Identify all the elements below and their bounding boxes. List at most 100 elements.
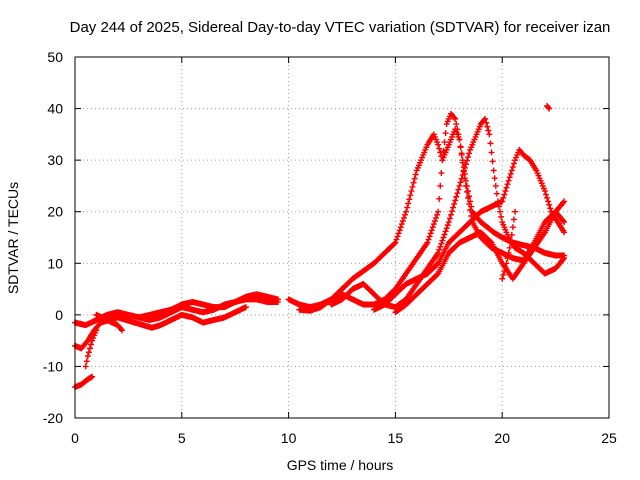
data-point <box>83 358 90 365</box>
data-point <box>458 175 465 182</box>
data-point <box>465 194 472 201</box>
data-point <box>508 231 515 238</box>
data-point <box>436 246 443 253</box>
series-track-11 <box>392 198 568 316</box>
data-point <box>561 219 568 226</box>
data-point <box>560 217 567 224</box>
data-point <box>456 182 463 189</box>
y-tick-labels: -20 -10 0 10 20 30 40 50 <box>43 49 63 426</box>
data-point <box>399 217 406 224</box>
data-point <box>439 237 446 244</box>
series-track-5 <box>93 311 125 334</box>
data-point <box>427 230 434 237</box>
data-point <box>497 208 504 215</box>
data-point <box>396 227 403 234</box>
data-point <box>406 196 413 203</box>
data-point <box>400 214 407 221</box>
data-point <box>466 150 473 157</box>
data-point <box>466 200 473 207</box>
series-track-12 <box>499 208 519 282</box>
data-point <box>541 188 548 195</box>
data-point <box>462 182 469 189</box>
data-point <box>467 206 474 213</box>
data-point <box>455 186 462 193</box>
data-point <box>392 239 399 246</box>
data-point <box>428 227 435 234</box>
data-point <box>507 170 514 177</box>
data-points <box>72 102 568 391</box>
data-point <box>397 224 404 231</box>
data-point <box>442 228 449 235</box>
data-point <box>459 159 466 166</box>
data-point <box>445 219 452 226</box>
data-point <box>499 198 506 205</box>
data-point <box>465 154 472 161</box>
data-point <box>506 174 513 181</box>
data-point <box>391 240 398 247</box>
data-point <box>544 194 551 201</box>
data-point <box>488 149 495 156</box>
data-point <box>441 231 448 238</box>
data-point <box>438 170 445 177</box>
data-point <box>492 182 499 189</box>
x-axis-label: GPS time / hours <box>287 457 394 473</box>
data-point <box>507 239 514 246</box>
data-point <box>405 200 412 207</box>
data-point <box>461 164 468 171</box>
data-point <box>451 114 458 121</box>
series-track-10 <box>371 146 568 313</box>
data-point <box>93 327 100 334</box>
data-point <box>502 188 509 195</box>
series-track-13 <box>544 102 553 112</box>
y-tick-label: 30 <box>47 152 63 168</box>
data-point <box>89 373 96 380</box>
data-point <box>436 195 443 202</box>
y-tick-label: 40 <box>47 101 63 117</box>
data-point <box>546 201 553 208</box>
data-point <box>88 341 95 348</box>
data-point <box>395 230 402 237</box>
data-point <box>442 130 449 137</box>
data-point <box>457 144 464 151</box>
data-point <box>458 151 465 158</box>
data-point <box>493 190 500 197</box>
data-point <box>463 188 470 195</box>
x-tick-label: 15 <box>388 430 404 446</box>
data-point <box>454 126 461 133</box>
data-point <box>500 271 507 278</box>
data-point <box>431 217 438 224</box>
data-point <box>424 239 431 246</box>
data-point <box>561 255 568 262</box>
chart-title: Day 244 of 2025, Sidereal Day-to-day VTE… <box>70 19 611 36</box>
data-point <box>437 182 444 189</box>
data-point <box>443 225 450 232</box>
data-point <box>439 157 446 164</box>
data-point <box>547 205 554 212</box>
data-point <box>446 215 453 222</box>
data-point <box>394 233 401 240</box>
data-point <box>432 214 439 221</box>
data-point <box>487 238 494 245</box>
data-point <box>426 233 433 240</box>
data-point <box>512 208 519 215</box>
data-point <box>450 204 457 211</box>
data-point <box>460 168 467 175</box>
y-tick-label: 10 <box>47 255 63 271</box>
series-track-1 <box>72 296 281 329</box>
data-point <box>484 123 491 130</box>
series-track-6 <box>136 291 281 321</box>
data-point <box>454 190 461 197</box>
data-point <box>452 115 459 122</box>
data-point <box>453 193 460 200</box>
data-point <box>487 140 494 147</box>
y-tick-label: 50 <box>47 49 63 65</box>
data-point <box>407 192 414 199</box>
data-point <box>491 175 498 182</box>
data-point <box>465 188 472 195</box>
data-point <box>453 121 460 128</box>
data-point <box>510 160 517 167</box>
data-point <box>462 161 469 168</box>
data-point <box>456 136 463 143</box>
data-point <box>85 349 92 356</box>
x-tick-label: 0 <box>71 430 79 446</box>
